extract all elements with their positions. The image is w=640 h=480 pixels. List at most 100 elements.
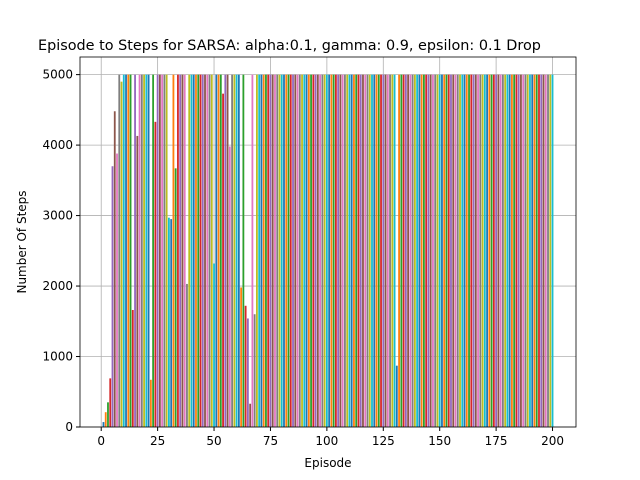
bar bbox=[542, 74, 545, 427]
bar bbox=[348, 74, 351, 427]
bar bbox=[465, 74, 468, 427]
bar bbox=[341, 74, 344, 427]
bar bbox=[362, 74, 364, 427]
bar bbox=[125, 74, 127, 427]
bar bbox=[463, 74, 466, 427]
bar bbox=[271, 74, 274, 427]
bar bbox=[278, 74, 281, 427]
bar bbox=[382, 74, 385, 427]
y-tick-label: 1000 bbox=[42, 350, 73, 364]
bar bbox=[222, 93, 224, 428]
bar bbox=[429, 74, 432, 427]
bar bbox=[131, 310, 134, 427]
bar bbox=[249, 403, 252, 427]
y-tick-label: 2000 bbox=[42, 279, 73, 293]
bar bbox=[520, 74, 522, 427]
x-tick-label: 125 bbox=[372, 434, 395, 448]
bar bbox=[477, 74, 479, 427]
bar bbox=[386, 74, 389, 427]
bar bbox=[287, 74, 290, 427]
bar bbox=[529, 74, 531, 427]
bar bbox=[436, 74, 439, 427]
x-tick-label: 100 bbox=[315, 434, 338, 448]
bar bbox=[492, 74, 495, 427]
bar bbox=[423, 74, 425, 427]
bar bbox=[310, 74, 312, 427]
bar bbox=[208, 74, 211, 427]
bar bbox=[217, 74, 220, 427]
bar bbox=[134, 74, 136, 427]
bar bbox=[289, 74, 292, 427]
bar bbox=[301, 74, 303, 427]
bar bbox=[149, 379, 152, 427]
bar bbox=[432, 74, 434, 427]
bar bbox=[456, 74, 459, 427]
bar bbox=[350, 74, 353, 427]
bar bbox=[215, 74, 218, 427]
bar bbox=[513, 74, 516, 427]
bar bbox=[136, 135, 139, 427]
bar bbox=[416, 74, 419, 427]
bar bbox=[366, 74, 369, 427]
bar bbox=[102, 422, 105, 427]
bar bbox=[312, 74, 315, 427]
bar bbox=[186, 283, 188, 427]
bar bbox=[321, 74, 324, 427]
bar bbox=[481, 74, 484, 427]
bar bbox=[497, 74, 500, 427]
bar bbox=[195, 74, 197, 427]
x-tick-label: 25 bbox=[150, 434, 165, 448]
bar bbox=[154, 121, 157, 427]
bar bbox=[226, 74, 229, 427]
bar bbox=[472, 74, 475, 427]
y-tick-label: 0 bbox=[65, 420, 73, 434]
bar bbox=[177, 74, 179, 427]
bar bbox=[111, 166, 114, 427]
bar bbox=[506, 74, 509, 427]
bar bbox=[344, 74, 346, 427]
bar bbox=[188, 74, 191, 427]
bar bbox=[274, 74, 276, 427]
bar bbox=[508, 74, 511, 427]
bar bbox=[445, 74, 448, 427]
bar bbox=[522, 74, 525, 427]
bar bbox=[294, 74, 297, 427]
bar bbox=[544, 74, 547, 427]
bar bbox=[190, 74, 193, 427]
bar bbox=[285, 74, 288, 427]
x-tick-label: 150 bbox=[428, 434, 451, 448]
bar bbox=[540, 74, 543, 427]
bar bbox=[172, 74, 175, 427]
bar bbox=[303, 74, 306, 427]
bar bbox=[547, 74, 549, 427]
bar bbox=[319, 74, 322, 427]
bar bbox=[109, 378, 112, 427]
bar bbox=[269, 74, 272, 427]
y-tick-label: 3000 bbox=[42, 209, 73, 223]
bar bbox=[346, 74, 349, 427]
bar bbox=[316, 74, 319, 427]
bar bbox=[120, 81, 123, 428]
x-tick-label: 0 bbox=[97, 434, 105, 448]
bar bbox=[501, 74, 504, 427]
bar bbox=[375, 74, 378, 427]
bar bbox=[535, 74, 538, 427]
bar bbox=[368, 74, 371, 427]
bar bbox=[174, 168, 177, 427]
bar bbox=[265, 74, 267, 427]
bar bbox=[118, 74, 121, 427]
bar bbox=[113, 111, 116, 428]
bar bbox=[533, 74, 536, 427]
bar bbox=[158, 74, 161, 427]
bar bbox=[538, 74, 540, 427]
x-tick-label: 175 bbox=[485, 434, 508, 448]
bar bbox=[420, 74, 423, 427]
bar bbox=[468, 74, 470, 427]
bar bbox=[219, 74, 222, 427]
bar bbox=[260, 74, 263, 427]
bar bbox=[165, 74, 168, 427]
bar bbox=[488, 74, 491, 427]
bar bbox=[242, 74, 245, 427]
bar bbox=[332, 74, 335, 427]
bar bbox=[213, 263, 215, 427]
